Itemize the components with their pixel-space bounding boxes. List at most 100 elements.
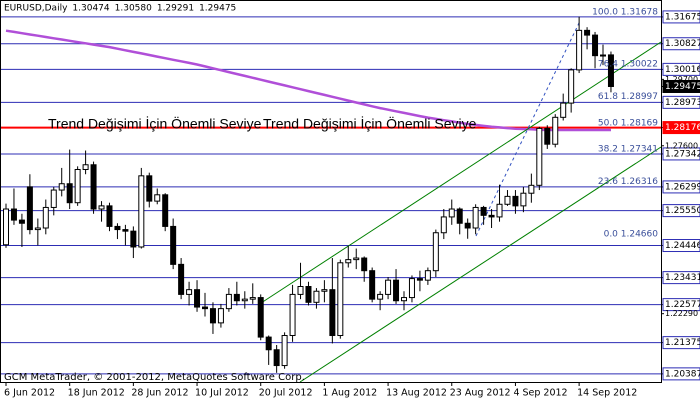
candle-body	[281, 335, 288, 367]
x-tick-label: 13 Aug 2012	[386, 388, 447, 399]
fibo-trend	[475, 20, 581, 237]
candle-body	[408, 278, 415, 299]
candle-body	[432, 232, 439, 272]
candle-body	[600, 54, 606, 57]
candle-body	[353, 257, 360, 261]
candle-body	[576, 29, 583, 71]
candle-body	[98, 205, 105, 210]
candle-body	[488, 214, 495, 218]
candle-body	[26, 186, 33, 231]
key-level-label-box	[662, 121, 700, 135]
annotation: Trend Değişimi İçin Önemli Seviye	[263, 115, 477, 132]
candle-body	[146, 175, 153, 202]
candle-body	[154, 194, 161, 202]
moving-average	[5, 29, 611, 132]
scale-tick-label: 1.22290	[665, 309, 698, 318]
header-value: 1.29475	[199, 4, 236, 14]
scale-tick-label: 1.29700	[665, 75, 698, 84]
candle-body	[170, 225, 177, 265]
y-tick-label: 1.21375	[665, 338, 700, 348]
fib-label: 0.0 1.24660	[604, 229, 659, 239]
y-tick-label: 1.27342	[665, 149, 700, 159]
candle-body	[90, 164, 97, 210]
y-tick-label: 1.30827	[665, 39, 700, 49]
price-axis: 1.31675 1.30827 1.30016 1.28973 1.27342 1.262…	[661, 10, 700, 381]
candle-body	[369, 270, 376, 300]
candle-body	[536, 127, 543, 186]
candle-body	[249, 297, 256, 300]
candle-body	[520, 192, 527, 207]
candle-body	[448, 208, 455, 218]
candle-body	[82, 164, 89, 170]
y-tick-label-box	[662, 298, 700, 312]
channel-upper	[257, 41, 662, 306]
candle-body	[50, 189, 57, 208]
candle-body	[122, 229, 129, 232]
candle-body	[440, 216, 447, 234]
y-tick-label-box	[662, 239, 700, 253]
candle-body	[162, 194, 169, 227]
candle-body	[233, 293, 240, 302]
candle-body	[241, 298, 248, 302]
header-value: 1.30474	[72, 4, 109, 14]
candle-body	[552, 116, 559, 145]
candle-body	[66, 183, 73, 204]
candle-body	[305, 286, 312, 303]
candle-body	[345, 259, 352, 264]
fib-label: 100.0 1.31678	[592, 7, 658, 17]
candle-body	[202, 306, 208, 310]
bid-label: 1.29475	[665, 82, 700, 92]
candle-body	[10, 208, 17, 221]
header: EURUSD,Daily 1.30474 1.30580 1.29291 1.29475	[4, 4, 236, 14]
y-tick-label-box	[662, 10, 700, 24]
y-tick-label-box	[662, 95, 700, 109]
candle-body	[401, 297, 407, 302]
x-tick-label: 4 Sep 2012	[513, 388, 567, 399]
y-tick-label: 1.22577	[665, 300, 700, 310]
candle-body	[424, 270, 431, 281]
y-tick-label: 1.31675	[665, 12, 700, 22]
x-tick-label: 18 Jun 2012	[68, 388, 125, 399]
candle-body	[512, 195, 519, 207]
candle-body	[178, 263, 185, 295]
fib-label: 76.4 1.30022	[598, 60, 658, 70]
candle-body	[34, 227, 41, 231]
candle-body	[313, 290, 320, 303]
candle-body	[329, 289, 336, 337]
annotation: Trend Değişimi İçin Önemli Seviye	[48, 115, 262, 132]
candle-body	[18, 219, 25, 224]
y-tick-label: 1.20387	[665, 369, 700, 379]
candle-body	[480, 206, 487, 216]
footer: GCM MetaTrader, © 2001-2012, MetaQuotes …	[4, 372, 305, 383]
candle-body	[456, 208, 463, 224]
candle-body	[416, 278, 423, 281]
x-tick-label: 10 Jul 2012	[195, 388, 249, 399]
y-tick-label-box	[662, 271, 700, 285]
candle-body	[138, 175, 145, 248]
candle-body	[106, 205, 113, 227]
candle-body	[297, 286, 304, 295]
candle-body	[265, 336, 272, 351]
candle-body	[186, 289, 193, 295]
candle-body	[361, 257, 368, 272]
x-tick-label: 1 Aug 2012	[322, 388, 377, 399]
y-tick-label: 1.24446	[665, 241, 700, 251]
y-tick-label-box	[662, 37, 700, 51]
candle-body	[114, 225, 121, 231]
y-tick-label-box	[662, 147, 700, 161]
candle-body	[321, 289, 328, 292]
x-tick-label: 6 Jun 2012	[4, 388, 55, 399]
header-value: 1.29291	[157, 4, 194, 14]
candle-body	[194, 289, 201, 308]
candle-body	[58, 183, 65, 191]
candle-body	[568, 69, 575, 104]
candle-body	[496, 203, 503, 218]
candle-body	[385, 279, 392, 295]
candles	[3, 16, 614, 373]
candle-body	[560, 102, 567, 118]
candle-body	[209, 308, 216, 324]
header-value: 1.30580	[115, 4, 152, 14]
candle-body	[544, 127, 551, 145]
y-tick-label: 1.26299	[665, 182, 700, 192]
